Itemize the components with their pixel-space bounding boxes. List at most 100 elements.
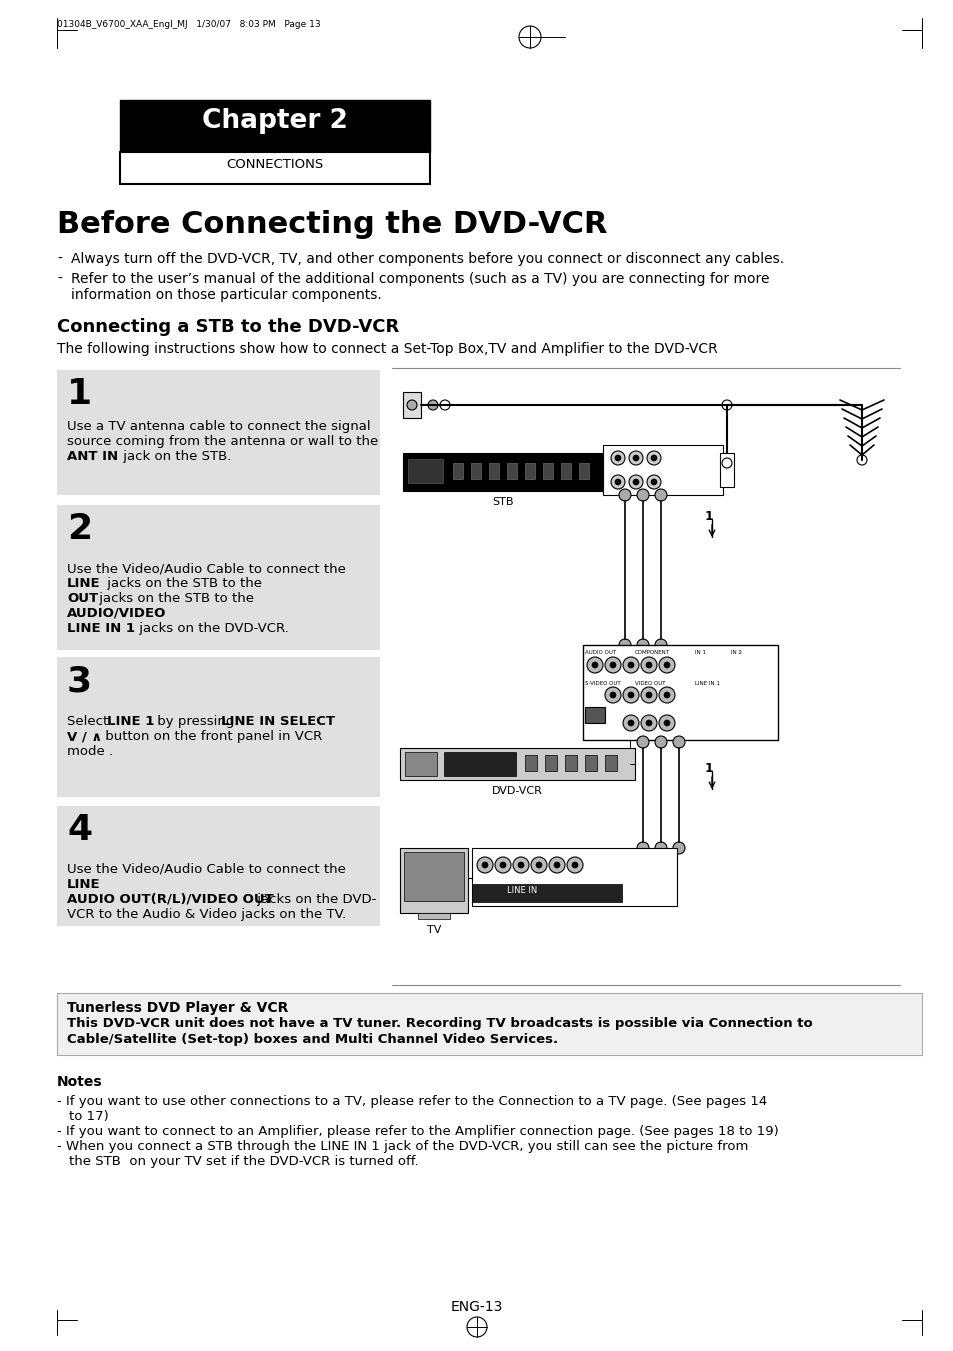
Circle shape [609, 662, 616, 667]
Text: LINE IN SELECT: LINE IN SELECT [221, 715, 335, 728]
Text: source coming from the antenna or wall to the: source coming from the antenna or wall t… [67, 435, 377, 449]
Circle shape [856, 455, 866, 465]
Text: - If you want to use other connections to a TV, please refer to the Connection t: - If you want to use other connections t… [57, 1096, 766, 1108]
Circle shape [633, 455, 639, 461]
Bar [524, 755, 537, 771]
Circle shape [439, 400, 450, 409]
Text: -: - [57, 272, 62, 286]
Bar [399, 848, 468, 913]
Circle shape [637, 736, 648, 748]
Text: LINE IN 1: LINE IN 1 [695, 681, 720, 686]
Text: OUT: OUT [67, 592, 98, 605]
Circle shape [645, 720, 651, 725]
Bar [489, 463, 498, 480]
Circle shape [645, 662, 651, 667]
Text: button on the front panel in VCR: button on the front panel in VCR [101, 730, 322, 743]
Bar [120, 100, 430, 153]
Circle shape [637, 842, 648, 854]
Text: AUDIO OUT(R/L)/VIDEO OUT: AUDIO OUT(R/L)/VIDEO OUT [67, 893, 274, 907]
Text: 4: 4 [67, 813, 92, 847]
Text: IN 1: IN 1 [695, 650, 705, 655]
Circle shape [640, 715, 657, 731]
Text: LINE 1: LINE 1 [107, 715, 154, 728]
Text: Tunerless DVD Player & VCR: Tunerless DVD Player & VCR [67, 1001, 288, 1015]
Circle shape [618, 639, 630, 651]
Text: 1: 1 [67, 377, 92, 411]
Bar [544, 755, 557, 771]
Bar [720, 453, 733, 486]
Circle shape [627, 662, 634, 667]
Text: -: - [57, 253, 62, 266]
Bar [57, 505, 379, 650]
Circle shape [428, 400, 437, 409]
Circle shape [609, 692, 616, 698]
Circle shape [610, 451, 624, 465]
Circle shape [646, 451, 660, 465]
Circle shape [495, 857, 511, 873]
Bar [524, 463, 535, 480]
Circle shape [513, 857, 529, 873]
Circle shape [536, 862, 541, 867]
Text: 1: 1 [704, 509, 713, 523]
Circle shape [721, 400, 731, 409]
Bar [403, 852, 463, 901]
Text: 2: 2 [67, 512, 92, 546]
Text: by pressing: by pressing [152, 715, 238, 728]
Circle shape [640, 657, 657, 673]
Circle shape [637, 489, 648, 501]
Text: jacks on the DVD-VCR.: jacks on the DVD-VCR. [135, 621, 289, 635]
Text: TV: TV [426, 925, 440, 935]
Text: jacks on the STB to the: jacks on the STB to the [103, 577, 266, 590]
Bar [578, 463, 588, 480]
Circle shape [663, 720, 669, 725]
Bar [584, 707, 604, 723]
Bar [582, 644, 778, 740]
Circle shape [518, 26, 540, 49]
Circle shape [663, 692, 669, 698]
Text: STB: STB [492, 497, 514, 507]
Circle shape [592, 662, 598, 667]
Text: VCR to the Audio & Video jacks on the TV.: VCR to the Audio & Video jacks on the TV… [67, 908, 346, 921]
Circle shape [586, 657, 602, 673]
Text: 3: 3 [67, 663, 92, 698]
Bar [602, 444, 722, 494]
Text: LINE: LINE [67, 577, 100, 590]
Circle shape [610, 476, 624, 489]
Text: jacks on the STB to the: jacks on the STB to the [95, 592, 258, 605]
Text: AUDIO OUT: AUDIO OUT [584, 650, 616, 655]
Bar [120, 153, 430, 184]
Bar [399, 748, 635, 780]
Text: Use the Video/Audio Cable to connect the: Use the Video/Audio Cable to connect the [67, 863, 350, 875]
Circle shape [517, 862, 523, 867]
Circle shape [650, 455, 657, 461]
Circle shape [622, 715, 639, 731]
Text: Refer to the user’s manual of the additional components (such as a TV) you are c: Refer to the user’s manual of the additi… [71, 272, 769, 286]
Text: Use the Video/Audio Cable to connect the: Use the Video/Audio Cable to connect the [67, 562, 350, 576]
Bar [408, 459, 442, 484]
Bar [472, 848, 677, 907]
Circle shape [646, 476, 660, 489]
Circle shape [531, 857, 546, 873]
Text: LINE IN 1: LINE IN 1 [67, 621, 135, 635]
Circle shape [627, 720, 634, 725]
Text: S-VIDEO OUT: S-VIDEO OUT [584, 681, 620, 686]
Bar [584, 755, 597, 771]
Bar [506, 463, 517, 480]
Text: Always turn off the DVD-VCR, TV, and other components before you connect or disc: Always turn off the DVD-VCR, TV, and oth… [71, 253, 783, 266]
Circle shape [628, 476, 642, 489]
Circle shape [548, 857, 564, 873]
Text: IN 2: IN 2 [730, 650, 741, 655]
Text: This DVD-VCR unit does not have a TV tuner. Recording TV broadcasts is possible : This DVD-VCR unit does not have a TV tun… [67, 1017, 812, 1029]
Circle shape [659, 715, 675, 731]
Text: The following instructions show how to connect a Set-Top Box,TV and Amplifier to: The following instructions show how to c… [57, 342, 717, 357]
Text: Before Connecting the DVD-VCR: Before Connecting the DVD-VCR [57, 209, 607, 239]
Bar [542, 463, 553, 480]
Text: Cable/Satellite (Set-top) boxes and Multi Channel Video Services.: Cable/Satellite (Set-top) boxes and Mult… [67, 1034, 558, 1046]
Circle shape [659, 657, 675, 673]
Text: jack on the STB.: jack on the STB. [119, 450, 232, 463]
Text: Connecting a STB to the DVD-VCR: Connecting a STB to the DVD-VCR [57, 317, 399, 336]
Text: Select: Select [67, 715, 112, 728]
Circle shape [655, 639, 666, 651]
Circle shape [637, 639, 648, 651]
Circle shape [467, 1317, 486, 1337]
